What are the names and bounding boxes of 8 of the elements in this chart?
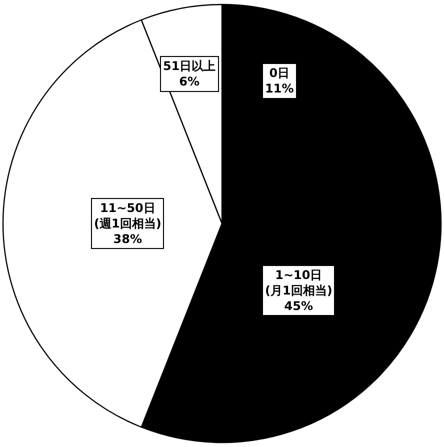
data-label: 6% — [179, 74, 200, 89]
data-label: 45% — [284, 299, 314, 314]
slice-label: 0日 — [269, 66, 290, 80]
slice-label: 51日以上 — [163, 59, 216, 73]
slice-label: 1~10日 (月1回相当) — [265, 268, 332, 298]
data-label: 11% — [265, 82, 294, 96]
data-label: 38% — [113, 232, 142, 246]
slice-label: 11~50日 (週1回相当) — [94, 201, 162, 231]
